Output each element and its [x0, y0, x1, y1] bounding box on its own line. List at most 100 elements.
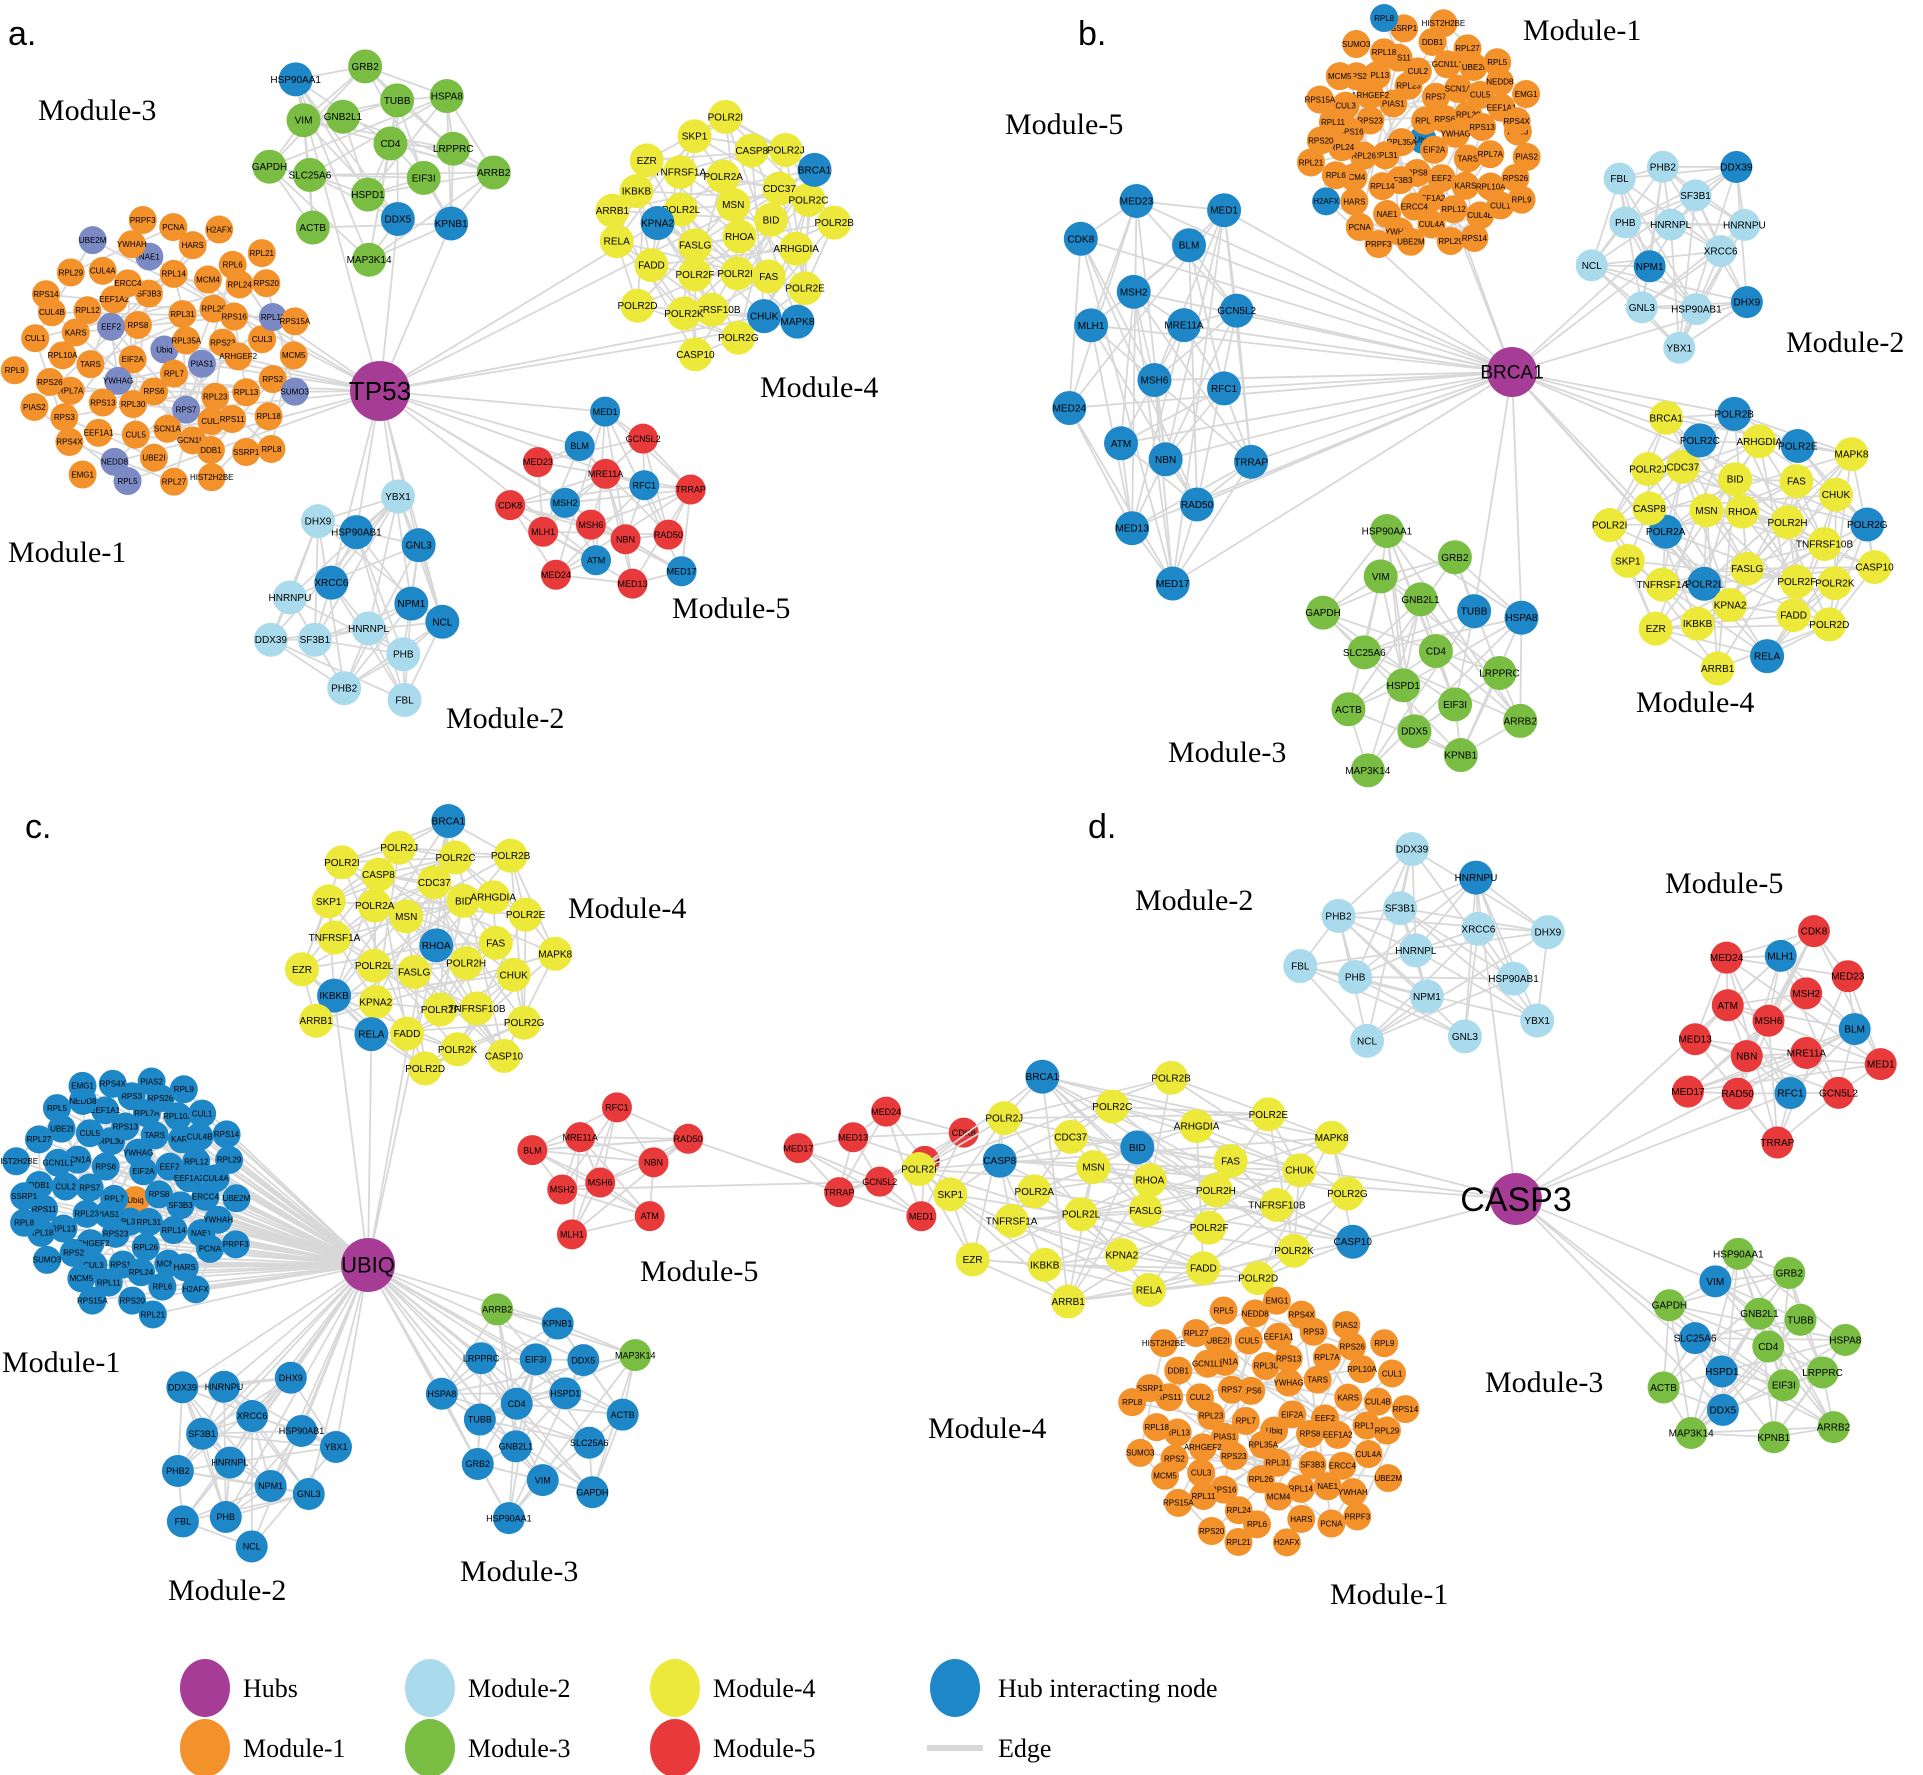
edge: [289, 596, 404, 656]
gene-node: [449, 946, 484, 981]
gene-label: RPL27: [27, 1135, 52, 1144]
gene-node: [297, 622, 332, 657]
gene-label: RFC1: [605, 1103, 629, 1113]
gene-node: [499, 1430, 532, 1463]
gene-label: FADD: [394, 1029, 421, 1040]
edge: [508, 1354, 636, 1519]
edge: [918, 1075, 1043, 1170]
gene-label: KPNB1: [435, 219, 468, 230]
gene-label: HNRNPL: [1395, 946, 1437, 957]
gene-node: [134, 279, 163, 308]
gene-label: MED13: [1678, 1035, 1712, 1046]
gene-node: [1603, 162, 1636, 195]
gene-label: SLC25A6: [1674, 1334, 1717, 1345]
gene-node: [218, 405, 247, 434]
gene-node: [1137, 363, 1172, 398]
gene-label: SSRP1: [11, 1192, 38, 1201]
gene-label: RPL6: [1247, 1520, 1268, 1529]
gene-label: FADD: [1190, 1264, 1217, 1275]
gene-label: ATM: [1718, 1001, 1738, 1012]
gene-label: POLR2H: [1196, 1186, 1236, 1197]
gene-label: HIST2H2BE: [190, 473, 234, 482]
gene-label: EMG1: [71, 1082, 94, 1091]
gene-label: YBX1: [1524, 1016, 1550, 1027]
gene-node: [1725, 494, 1760, 529]
gene-node: [1797, 915, 1830, 948]
legend-label: Hubs: [243, 1674, 298, 1703]
gene-label: CASP8: [1633, 504, 1666, 515]
gene-label: NCL: [243, 1542, 261, 1552]
gene-node: [1312, 187, 1341, 216]
gene-label: RPS11: [1157, 1393, 1182, 1402]
gene-label: KARS: [1337, 1393, 1359, 1402]
gene-label: MSH6: [1755, 1016, 1783, 1027]
gene-node: [496, 957, 531, 992]
edge: [693, 135, 806, 289]
edge: [1687, 1063, 1881, 1093]
gene-label: UBE2I: [1206, 1337, 1229, 1346]
gene-node: [67, 1264, 96, 1293]
gene-node: [1396, 227, 1425, 256]
gene-node: [492, 1502, 525, 1535]
gene-label: POLR2H: [1767, 518, 1807, 529]
gene-label: RPL29: [59, 268, 84, 277]
gene-node: [1372, 1416, 1401, 1445]
gene-node: [1286, 1474, 1315, 1503]
gene-node: [1185, 1383, 1214, 1412]
gene-node: [1343, 1502, 1372, 1531]
gene-node: [258, 303, 287, 332]
gene-node: [1721, 1077, 1754, 1110]
gene-label: MCM5: [70, 1274, 94, 1283]
gene-label: BLM: [1844, 1025, 1865, 1036]
edge: [1726, 956, 1882, 1065]
edge: [1415, 949, 1538, 1022]
gene-node: [232, 378, 261, 407]
gene-label: RPL7: [1236, 1417, 1257, 1426]
gene-node: [1403, 57, 1432, 86]
gene-node: [258, 365, 287, 394]
gene-label: CUL5: [1470, 91, 1491, 100]
gene-label: RPS14: [1393, 1405, 1419, 1414]
gene-label: RPL5: [118, 477, 139, 486]
edge: [784, 149, 807, 289]
gene-label: MCM4: [1267, 1492, 1291, 1501]
edge: [270, 638, 405, 701]
gene-node: [463, 1403, 496, 1436]
edge: [1363, 651, 1521, 722]
gene-node: [1409, 979, 1444, 1014]
gene-node: [933, 1177, 968, 1212]
gene-node: [121, 1186, 150, 1215]
edge: [1041, 1076, 1147, 1211]
gene-node: [236, 1400, 269, 1433]
gene-label: ARHGEF2: [1184, 1443, 1222, 1452]
gene-node: [1306, 595, 1341, 630]
gene-label: RPS15A: [279, 317, 310, 326]
gene-node: [1645, 567, 1680, 602]
panel-d: HNRNPL XRCC6 NPM1 SF3B1 HSP90AB1 PHB HNRNPU GNL…: [901, 808, 1897, 1611]
gene-node: [575, 509, 606, 540]
gene-label: TRRAP: [824, 1187, 855, 1197]
gene-label: RPS23: [1221, 1452, 1247, 1461]
gene-node: [144, 1180, 173, 1209]
gene-node: [292, 1478, 325, 1511]
edge: [1435, 650, 1521, 722]
legend-swatch-module1: [180, 1719, 230, 1775]
gene-label: POLR2I: [901, 1165, 937, 1176]
gene-node: [75, 1173, 104, 1202]
gene-label: MCM5: [1153, 1472, 1177, 1481]
gene-label: RPS4X: [56, 438, 83, 447]
edge: [1511, 371, 1735, 415]
gene-label: YWHAH: [1338, 1488, 1368, 1497]
gene-label: RPS8: [148, 1190, 169, 1199]
edge: [1687, 1028, 1856, 1093]
edge: [379, 315, 765, 392]
gene-node: [1371, 141, 1400, 170]
edge: [972, 1258, 1069, 1303]
edge: [127, 390, 381, 482]
gene-node: [324, 845, 359, 880]
gene-label: SLC25A6: [1343, 648, 1386, 659]
gene-label: RPL13: [51, 1224, 76, 1233]
gene-label: POLR2G: [718, 333, 759, 344]
gene-label: TNFRSF1A: [986, 1216, 1038, 1227]
edge: [1080, 237, 1513, 373]
